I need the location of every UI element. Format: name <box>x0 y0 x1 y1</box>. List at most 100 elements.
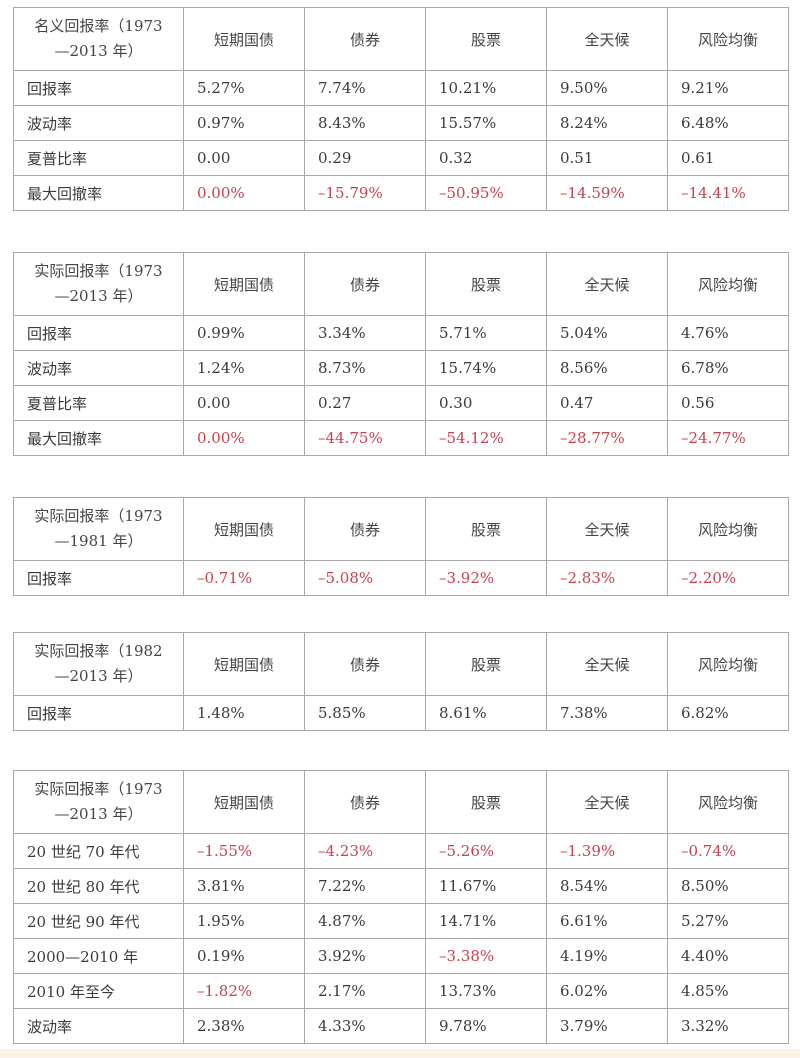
column-header: 短期国债 <box>183 252 305 316</box>
row-label: 最大回撤率 <box>13 420 184 456</box>
table-cell: 15.74% <box>425 350 547 386</box>
table-header-row: 实际回报率（1982 —2013 年） 短期国债 债券 股票 全天候 风险均衡 <box>13 632 789 696</box>
row-label: 夏普比率 <box>13 385 184 421</box>
table-cell: 2.17% <box>304 973 426 1009</box>
column-header: 短期国债 <box>183 7 305 71</box>
table-row: 夏普比率 0.00 0.27 0.30 0.47 0.56 <box>13 385 789 421</box>
table-title-line2: —2013 年） <box>54 667 143 685</box>
table-cell: 7.74% <box>304 70 426 106</box>
table-header-row: 实际回报率（1973 —2013 年） 短期国债 债券 股票 全天候 风险均衡 <box>13 770 789 834</box>
table-cell: –50.95% <box>425 175 547 211</box>
table-cell: –1.39% <box>546 833 668 869</box>
table-row: 2010 年至今 –1.82% 2.17% 13.73% 6.02% 4.85% <box>13 973 789 1009</box>
table-cell: 8.56% <box>546 350 668 386</box>
table-cell: 9.50% <box>546 70 668 106</box>
column-header: 全天候 <box>546 497 668 561</box>
table-cell: –0.71% <box>183 560 305 596</box>
table-cell: 14.71% <box>425 903 547 939</box>
table-cell: 13.73% <box>425 973 547 1009</box>
table-cell: –5.08% <box>304 560 426 596</box>
column-header: 风险均衡 <box>667 770 789 834</box>
table-cell: 8.43% <box>304 105 426 141</box>
table-row: 波动率 0.97% 8.43% 15.57% 8.24% 6.48% <box>13 105 789 141</box>
table-header-row: 实际回报率（1973 —2013 年） 短期国债 债券 股票 全天候 风险均衡 <box>13 252 789 316</box>
table-title-line1: 实际回报率（1973 <box>34 780 163 798</box>
table-cell: 8.73% <box>304 350 426 386</box>
table-cell: 6.82% <box>667 695 789 731</box>
column-header: 股票 <box>425 497 547 561</box>
table-title-line2: —2013 年） <box>54 42 143 60</box>
column-header: 股票 <box>425 770 547 834</box>
table-cell: 0.61 <box>667 140 789 176</box>
table-cell: 0.29 <box>304 140 426 176</box>
table-cell: 4.19% <box>546 938 668 974</box>
table-cell: 4.40% <box>667 938 789 974</box>
table-cell: 2.38% <box>183 1008 305 1044</box>
table-title-line1: 实际回报率（1973 <box>34 262 163 280</box>
table-cell: 9.21% <box>667 70 789 106</box>
table-title-line2: —2013 年） <box>54 805 143 823</box>
column-header: 债券 <box>304 497 426 561</box>
table-title-cell: 实际回报率（1973 —2013 年） <box>13 252 184 316</box>
table-cell: 7.22% <box>304 868 426 904</box>
row-label: 回报率 <box>13 560 184 596</box>
table-cell: –28.77% <box>546 420 668 456</box>
returns-table-1: 名义回报率（1973 —2013 年） 短期国债 债券 股票 全天候 风险均衡 回报率 5.27… <box>13 7 789 211</box>
table-cell: 6.48% <box>667 105 789 141</box>
table-cell: 6.02% <box>546 973 668 1009</box>
column-header: 全天候 <box>546 770 668 834</box>
table-row: 回报率 1.48% 5.85% 8.61% 7.38% 6.82% <box>13 695 789 731</box>
table-cell: 0.56 <box>667 385 789 421</box>
table-cell: 11.67% <box>425 868 547 904</box>
column-header: 风险均衡 <box>667 252 789 316</box>
table-cell: 0.00% <box>183 420 305 456</box>
table-cell: 3.32% <box>667 1008 789 1044</box>
column-header: 风险均衡 <box>667 632 789 696</box>
table-cell: 6.78% <box>667 350 789 386</box>
column-header: 债券 <box>304 770 426 834</box>
table-title-cell: 实际回报率（1973 —2013 年） <box>13 770 184 834</box>
table-cell: 6.61% <box>546 903 668 939</box>
table-title-line1: 名义回报率（1973 <box>34 17 163 35</box>
table-cell: 0.00 <box>183 140 305 176</box>
table-row: 最大回撤率 0.00% –44.75% –54.12% –28.77% –24.77% <box>13 420 789 456</box>
table-title-cell: 实际回报率（1982 —2013 年） <box>13 632 184 696</box>
table-cell: 5.27% <box>667 903 789 939</box>
table-cell: 0.00 <box>183 385 305 421</box>
table-row: 20 世纪 80 年代 3.81% 7.22% 11.67% 8.54% 8.50% <box>13 868 789 904</box>
table-cell: –3.38% <box>425 938 547 974</box>
table-cell: 10.21% <box>425 70 547 106</box>
table-header-row: 实际回报率（1973 —1981 年） 短期国债 债券 股票 全天候 风险均衡 <box>13 497 789 561</box>
table-cell: –2.83% <box>546 560 668 596</box>
table-cell: –44.75% <box>304 420 426 456</box>
table-cell: –14.59% <box>546 175 668 211</box>
table-cell: 0.51 <box>546 140 668 176</box>
row-label: 波动率 <box>13 350 184 386</box>
bottom-strip <box>0 1049 800 1058</box>
table-cell: 1.95% <box>183 903 305 939</box>
column-header: 全天候 <box>546 252 668 316</box>
table-row: 波动率 1.24% 8.73% 15.74% 8.56% 6.78% <box>13 350 789 386</box>
table-cell: 0.97% <box>183 105 305 141</box>
table-cell: 3.92% <box>304 938 426 974</box>
table-cell: 8.61% <box>425 695 547 731</box>
table-cell: 7.38% <box>546 695 668 731</box>
column-header: 股票 <box>425 7 547 71</box>
table-title-cell: 名义回报率（1973 —2013 年） <box>13 7 184 71</box>
table-cell: 8.54% <box>546 868 668 904</box>
column-header: 全天候 <box>546 7 668 71</box>
table-cell: 0.27 <box>304 385 426 421</box>
column-header: 债券 <box>304 7 426 71</box>
returns-table-4: 实际回报率（1982 —2013 年） 短期国债 债券 股票 全天候 风险均衡 回报率 1.48… <box>13 632 789 731</box>
table-title-line1: 实际回报率（1982 <box>34 642 163 660</box>
table-row: 2000—2010 年 0.19% 3.92% –3.38% 4.19% 4.40% <box>13 938 789 974</box>
row-label: 20 世纪 80 年代 <box>13 868 184 904</box>
row-label: 2000—2010 年 <box>13 938 184 974</box>
table-cell: 5.85% <box>304 695 426 731</box>
table-cell: 1.48% <box>183 695 305 731</box>
table-row: 回报率 –0.71% –5.08% –3.92% –2.83% –2.20% <box>13 560 789 596</box>
returns-table-3: 实际回报率（1973 —1981 年） 短期国债 债券 股票 全天候 风险均衡 回报率 –0.7… <box>13 497 789 596</box>
table-title-line1: 实际回报率（1973 <box>34 507 163 525</box>
table-cell: 5.71% <box>425 315 547 351</box>
column-header: 风险均衡 <box>667 7 789 71</box>
